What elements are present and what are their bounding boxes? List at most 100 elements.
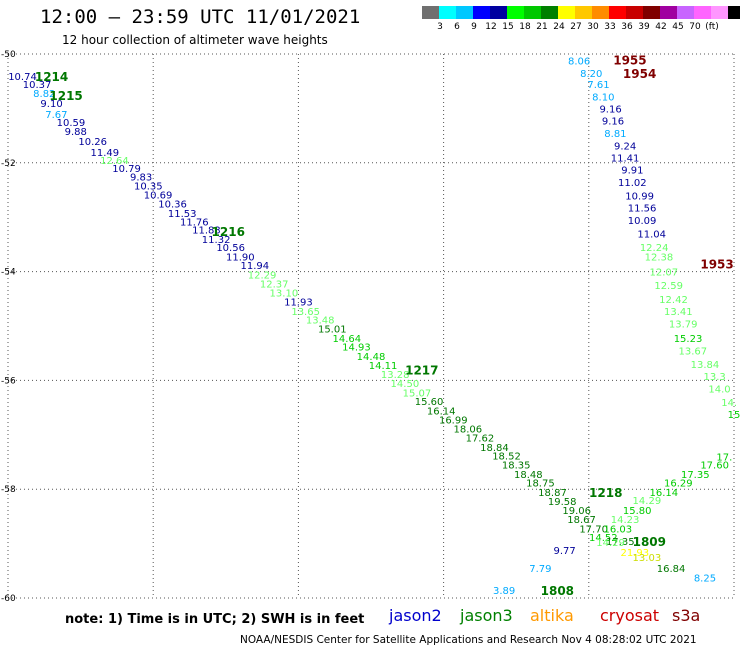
wave-height-label: 8.25 xyxy=(694,573,716,584)
legend-swatch xyxy=(643,6,660,19)
wave-height-label: 10.26 xyxy=(78,137,107,148)
legend-swatch xyxy=(558,6,575,19)
wave-height-label: 18.52 xyxy=(492,451,521,462)
wave-height-label: 18.75 xyxy=(526,479,555,490)
pass-time-label: 1218 xyxy=(589,486,622,500)
pass-time-label: 1214 xyxy=(35,70,68,84)
wave-height-label: 14.0 xyxy=(708,385,730,396)
wave-height-label: 18.67 xyxy=(567,515,596,526)
wave-height-label: 10.09 xyxy=(628,216,657,227)
points-layer: 10.7410.378.829.107.6710.599.8810.2611.4… xyxy=(8,57,740,597)
wave-height-label: 11.49 xyxy=(90,148,119,159)
page-title: 12:00 – 23:59 UTC 11/01/2021 xyxy=(40,6,361,28)
wave-height-label: 10.99 xyxy=(625,191,654,202)
footer-note: note: 1) Time is in UTC; 2) SWH is in fe… xyxy=(65,612,365,627)
wave-height-label: 10.69 xyxy=(144,190,173,201)
wave-height-label: 12.38 xyxy=(645,252,674,263)
wave-height-label: 11.04 xyxy=(637,230,666,241)
wave-height-label: 9.91 xyxy=(621,165,643,176)
wave-height-label: 14.52 xyxy=(589,533,618,544)
wave-height-label: 13.65 xyxy=(291,307,320,318)
satellite-jason2: jason2 xyxy=(389,606,442,625)
page-subtitle: 12 hour collection of altimeter wave hei… xyxy=(62,33,328,47)
pass-time-label: 1953 xyxy=(700,257,733,271)
wave-height-label: 13.67 xyxy=(679,346,708,357)
wave-height-label: 12.64 xyxy=(100,156,129,167)
legend-label: 21 xyxy=(536,22,548,32)
wave-height-label: 14.23 xyxy=(611,515,640,526)
legend-label: 24 xyxy=(553,22,565,32)
pass-time-label: 1955 xyxy=(613,53,646,67)
legend-label: 42 xyxy=(655,22,667,32)
wave-height-label: 21.93 xyxy=(620,548,649,559)
wave-height-label: 15.60 xyxy=(415,397,444,408)
satellite-s3a: s3a xyxy=(672,606,701,625)
footer-credit: NOAA/NESDIS Center for Satellite Applica… xyxy=(240,634,697,646)
legend-swatch xyxy=(490,6,507,19)
wave-height-label: 9.24 xyxy=(614,141,636,152)
wave-height-label: 13.10 xyxy=(270,288,299,299)
wave-height-label: 11.53 xyxy=(168,209,197,220)
wave-height-label: 11.41 xyxy=(611,153,640,164)
wave-height-label: 11.90 xyxy=(226,252,255,263)
wave-height-label: 8.06 xyxy=(568,57,590,68)
wave-height-label: 11.93 xyxy=(284,298,313,309)
wave-height-label: 13.03 xyxy=(633,553,662,564)
pass-time-label: 1808 xyxy=(541,584,574,598)
legend-swatch xyxy=(473,6,490,19)
wave-height-label: 9.16 xyxy=(602,116,624,127)
legend-swatch xyxy=(541,6,558,19)
wave-height-label: 17.35 xyxy=(606,537,635,548)
wave-height-label: 10.59 xyxy=(57,118,86,129)
legend-swatch xyxy=(728,6,740,19)
wave-height-label: 15 xyxy=(728,410,740,421)
legend-swatch xyxy=(456,6,473,19)
wave-height-label: 13.48 xyxy=(306,315,335,326)
wave-height-label: 11.76 xyxy=(180,218,209,229)
wave-height-label: 16.03 xyxy=(604,524,633,535)
wave-height-label: 11.94 xyxy=(241,261,270,272)
legend-label: (ft) xyxy=(705,22,719,32)
legend-label: 15 xyxy=(502,22,514,32)
wave-height-label: 9.77 xyxy=(553,546,575,557)
wave-height-label: 8.81 xyxy=(604,129,626,140)
satellite-altika: altika xyxy=(530,606,574,625)
legend-label: 36 xyxy=(621,22,633,32)
wave-height-label: 19.58 xyxy=(548,497,577,508)
wave-height-label: 10.37 xyxy=(23,80,52,91)
wave-height-label: 11.56 xyxy=(628,203,657,214)
wave-height-label: 14.64 xyxy=(332,334,361,345)
grid-layer xyxy=(7,53,735,599)
wave-height-label: 16.14 xyxy=(427,406,456,417)
wave-height-label: 17.35 xyxy=(681,470,710,481)
wave-height-label: 14. xyxy=(721,398,737,409)
wave-height-label: 16.29 xyxy=(664,479,693,490)
wave-height-label: 9.16 xyxy=(599,104,621,115)
wave-height-label: 13.79 xyxy=(669,319,698,330)
wave-height-label: 17.70 xyxy=(579,524,608,535)
wave-height-label: 12.37 xyxy=(260,280,289,291)
wave-height-label: 15.23 xyxy=(674,334,703,345)
wave-height-label: 9.10 xyxy=(40,99,62,110)
wave-height-label: 17. xyxy=(716,453,732,464)
wave-height-label: 13.41 xyxy=(664,307,693,318)
wave-height-label: 7.61 xyxy=(587,80,609,91)
wave-height-label: 8.20 xyxy=(580,69,602,80)
pass-time-label: 1215 xyxy=(49,89,82,103)
legend-label: 33 xyxy=(604,22,616,32)
legend-label: 27 xyxy=(570,22,582,32)
y-tick-label: -56 xyxy=(1,376,16,386)
legend-swatch xyxy=(660,6,677,19)
satellite-jason3: jason3 xyxy=(460,606,513,625)
legend-label: 6 xyxy=(454,22,460,32)
pass-time-label: 1809 xyxy=(633,535,666,549)
y-tick-label: -50 xyxy=(1,50,16,60)
satellite-cryosat: cryosat xyxy=(600,606,660,625)
wave-height-label: 13.3 xyxy=(704,372,726,383)
wave-height-label: 18.35 xyxy=(502,461,531,472)
pass-time-label: 1216 xyxy=(212,225,245,239)
legend-swatch xyxy=(609,6,626,19)
wave-height-label: 8.10 xyxy=(592,92,614,103)
